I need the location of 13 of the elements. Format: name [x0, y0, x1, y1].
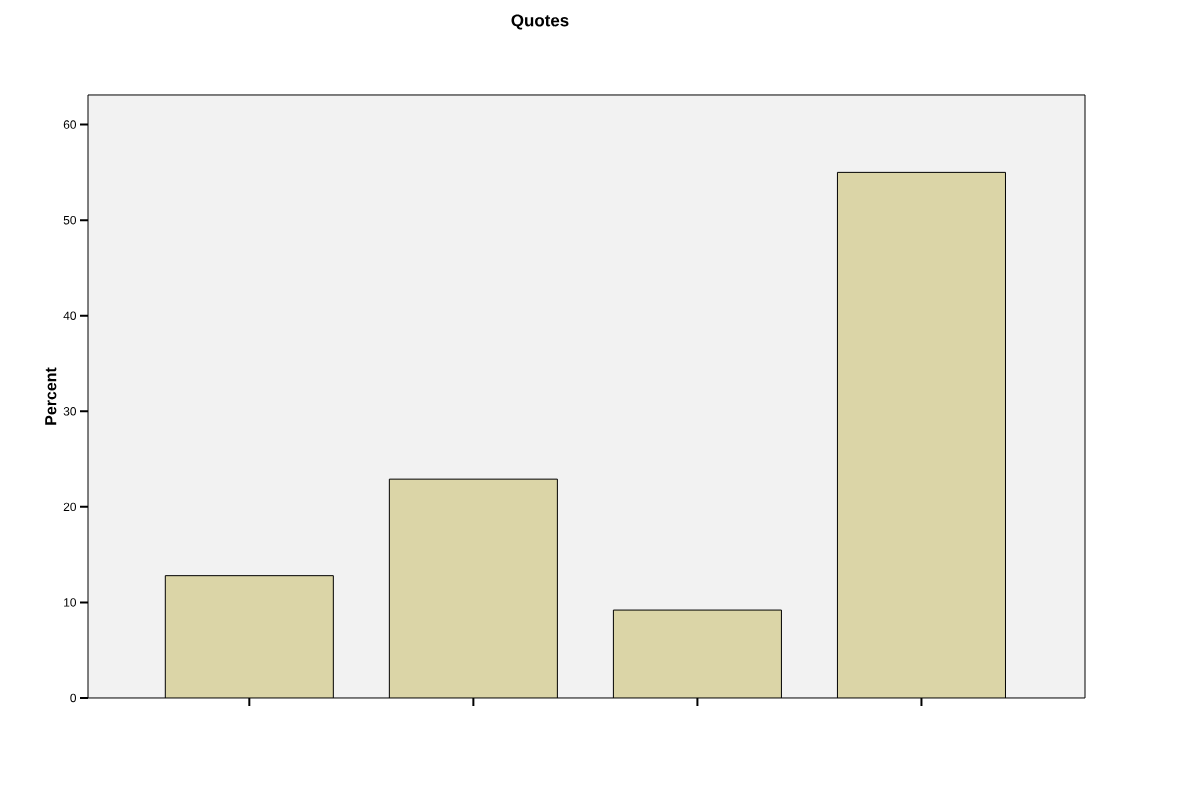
y-tick-label: 50: [63, 215, 77, 225]
y-tick-label: 20: [63, 502, 77, 512]
bar: [164, 575, 334, 698]
y-tick-label: 60: [63, 120, 77, 129]
bar: [612, 609, 782, 698]
y-tick-label: 0: [70, 693, 77, 703]
bar: [836, 171, 1006, 698]
bar: [388, 478, 558, 698]
chart-title: Quotes: [511, 14, 569, 30]
y-axis-title: Percent: [45, 367, 57, 425]
y-tick-label: 30: [63, 407, 77, 416]
y-tick-label: 10: [64, 598, 77, 607]
y-tick-label: 40: [63, 311, 77, 320]
